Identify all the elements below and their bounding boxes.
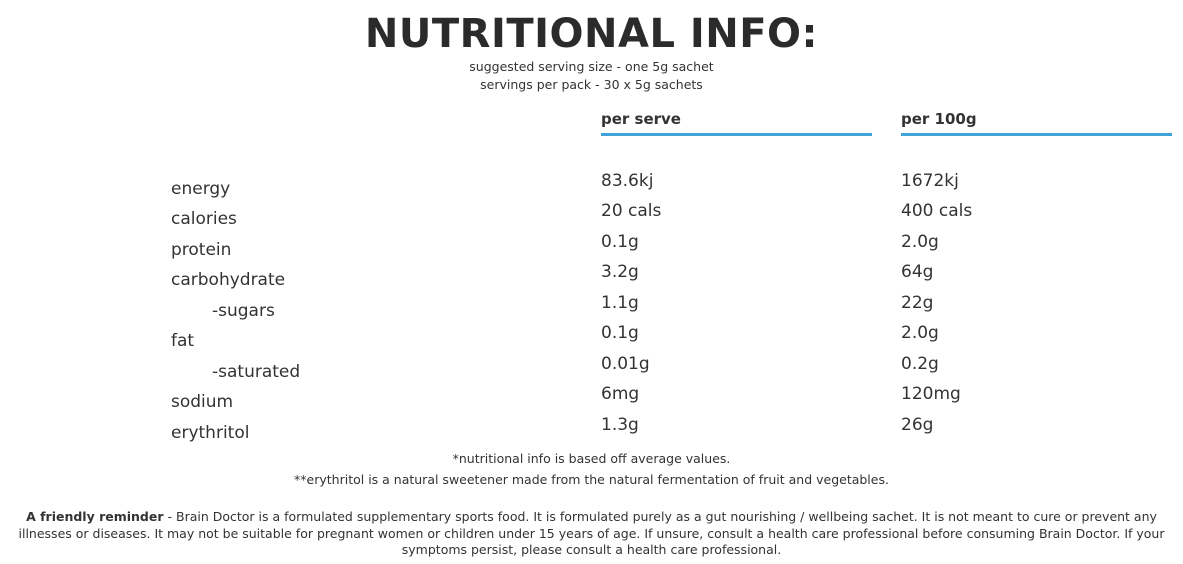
- per-100g-sodium: 120mg: [901, 384, 961, 404]
- per-100g-protein: 2.0g: [901, 232, 939, 252]
- footnote-average-values: *nutritional info is based off average v…: [452, 451, 731, 466]
- per-serve-saturated: 0.01g: [601, 354, 650, 374]
- row-label-sodium: sodium: [171, 392, 234, 412]
- row-label-sugars: -sugars: [212, 301, 275, 321]
- friendly-reminder: A friendly reminder - Brain Doctor is a …: [8, 509, 1175, 559]
- per-100g-carbohydrate: 64g: [901, 262, 934, 282]
- per-serve-sodium: 6mg: [601, 384, 640, 404]
- column-header-per-100g: per 100g: [901, 110, 977, 128]
- column-underline-per-serve: [601, 133, 872, 136]
- per-serve-erythritol: 1.3g: [601, 415, 639, 435]
- per-serve-protein: 0.1g: [601, 232, 639, 252]
- serving-size-text: suggested serving size - one 5g sachet: [469, 59, 714, 74]
- per-serve-sugars: 1.1g: [601, 293, 639, 313]
- column-underline-per-100g: [901, 133, 1172, 136]
- per-100g-calories: 400 cals: [901, 201, 973, 221]
- per-serve-energy: 83.6kj: [601, 171, 654, 191]
- per-100g-sugars: 22g: [901, 293, 934, 313]
- row-label-calories: calories: [171, 209, 237, 229]
- per-serve-carbohydrate: 3.2g: [601, 262, 639, 282]
- footnote-erythritol: **erythritol is a natural sweetener made…: [294, 472, 889, 487]
- row-label-carbohydrate: carbohydrate: [171, 270, 286, 290]
- per-serve-calories: 20 cals: [601, 201, 662, 221]
- servings-per-pack-text: servings per pack - 30 x 5g sachets: [480, 77, 703, 92]
- row-label-energy: energy: [171, 179, 231, 199]
- per-100g-saturated: 0.2g: [901, 354, 939, 374]
- row-label-fat: fat: [171, 331, 195, 351]
- per-100g-erythritol: 26g: [901, 415, 934, 435]
- page-title: NUTRITIONAL INFO:: [364, 11, 819, 57]
- per-serve-fat: 0.1g: [601, 323, 639, 343]
- column-header-per-serve: per serve: [601, 110, 681, 128]
- per-100g-energy: 1672kj: [901, 171, 959, 191]
- per-100g-fat: 2.0g: [901, 323, 939, 343]
- reminder-heading: A friendly reminder: [26, 509, 164, 524]
- row-label-protein: protein: [171, 240, 232, 260]
- row-label-erythritol: erythritol: [171, 423, 250, 443]
- row-label-saturated: -saturated: [212, 362, 301, 382]
- reminder-text: - Brain Doctor is a formulated supplemen…: [18, 509, 1165, 557]
